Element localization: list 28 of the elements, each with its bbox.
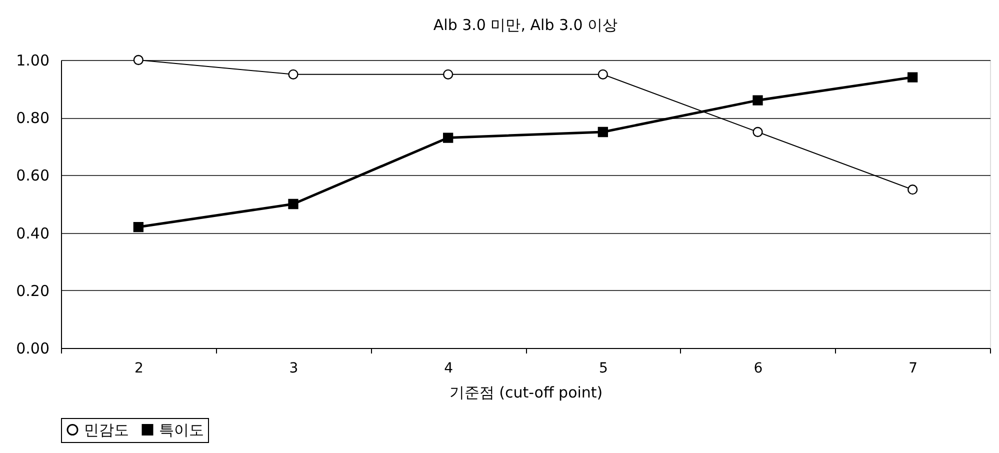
y-tick-label: 0.20: [16, 282, 50, 300]
point: [598, 69, 608, 80]
x-tick-label: 5: [598, 360, 608, 376]
point: [288, 69, 298, 80]
point: [598, 126, 608, 138]
point: [908, 184, 918, 195]
point: [133, 222, 144, 232]
x-tick-label: 6: [754, 360, 763, 376]
legend-label: 민감도: [84, 420, 129, 439]
y-tick-label: 0.00: [16, 340, 50, 358]
x-axis-title: 기준점 (cut-off point): [449, 384, 603, 402]
x-tick-label: 3: [289, 360, 298, 376]
point: [752, 95, 763, 106]
x-tick-label: 4: [444, 360, 454, 376]
x-tick-label: 2: [134, 360, 144, 376]
point: [443, 132, 454, 143]
y-tick-label: 0.60: [16, 166, 50, 185]
chart-title: Alb 3.0 미만, Alb 3.0 이상: [433, 16, 618, 34]
y-tick-label: 1.00: [16, 52, 50, 70]
point: [133, 54, 144, 66]
point: [752, 126, 763, 138]
point: [443, 69, 454, 80]
x-tick-label: 7: [908, 360, 918, 376]
y-tick-label: 0.80: [16, 109, 50, 128]
legend-label: 특이도: [159, 420, 204, 439]
y-tick-label: 0.40: [16, 224, 50, 242]
point: [908, 72, 918, 82]
point: [288, 198, 298, 210]
